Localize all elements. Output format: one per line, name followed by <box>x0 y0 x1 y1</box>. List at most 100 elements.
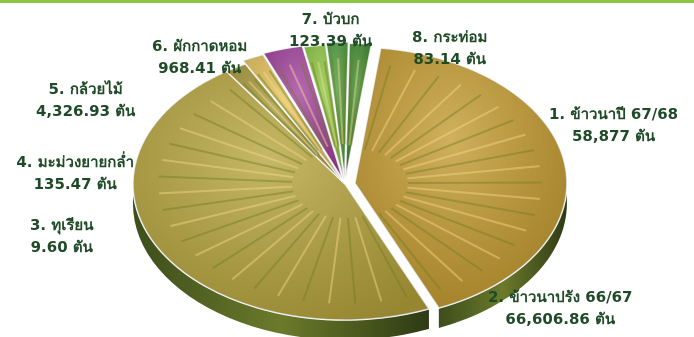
texture-stroke <box>354 217 383 302</box>
texture-stroke <box>262 71 321 151</box>
texture-stroke <box>403 133 526 171</box>
texture-stroke <box>390 207 483 272</box>
texture-stroke <box>195 203 303 257</box>
pie-slice-shading <box>242 54 343 181</box>
texture-stroke <box>248 80 319 156</box>
pennywort-icon <box>330 58 346 145</box>
texture-stroke <box>346 59 354 146</box>
texture-stroke <box>390 94 482 159</box>
slice-side-rice-ears <box>438 183 567 329</box>
texture-stroke <box>346 217 357 304</box>
texture-stroke <box>169 142 296 174</box>
texture-stroke <box>158 175 293 183</box>
texture-stroke <box>212 207 308 270</box>
texture-stroke <box>193 113 303 165</box>
texture-stroke <box>158 185 293 195</box>
texture-stroke <box>395 203 501 260</box>
texture-stroke <box>399 199 515 247</box>
texture-stroke <box>407 165 540 180</box>
slice-label-value: 123.39 ตัน <box>289 32 373 50</box>
texture-stroke <box>302 216 335 301</box>
pie-slice-shading <box>345 43 372 180</box>
texture-stroke <box>384 83 462 156</box>
top-accent-rule <box>0 0 694 3</box>
lettuce-icon <box>310 61 340 148</box>
texture-stroke <box>317 61 338 147</box>
texture-stroke <box>300 62 332 147</box>
pie-slice-shading <box>354 48 567 309</box>
texture-stroke <box>162 158 294 179</box>
texture-stroke <box>288 64 329 148</box>
texture-stroke <box>179 127 299 170</box>
slice-label-value: 968.41 ตัน <box>158 59 242 77</box>
orchid-icon <box>277 62 332 148</box>
slice-label-lettuce: 6. ผักกาดหอม 968.41 ตัน <box>152 35 247 79</box>
texture-stroke <box>399 119 514 167</box>
texture-stroke <box>310 62 336 148</box>
rice-field-icon <box>158 88 408 304</box>
texture-stroke <box>363 65 392 151</box>
texture-stroke <box>350 60 367 146</box>
texture-stroke <box>330 58 342 145</box>
slice-label-value: 4,326.93 ตัน <box>36 102 136 120</box>
slice-label-name: 6. ผักกาดหอม <box>152 37 248 55</box>
pie-slice-shading <box>226 63 345 184</box>
slice-label-kratom: 8. กระท่อม 83.14 ตัน <box>412 26 487 70</box>
slice-label-name: 4. มะม่วงยายกล่ำ <box>16 153 134 171</box>
texture-stroke <box>162 190 294 211</box>
texture-stroke <box>403 195 527 232</box>
texture-stroke <box>277 215 327 297</box>
texture-stroke <box>405 149 535 175</box>
rice-ears-icon <box>363 65 542 291</box>
slice-label-rice-in-season: 1. ข้าวนาปี 67/68 58,877 ตัน <box>549 103 678 147</box>
slice-label-name: 2. ข้าวนาปรัง 66/67 <box>488 288 633 306</box>
slice-label-value: 66,606.86 ตัน <box>505 310 616 328</box>
texture-stroke <box>277 66 326 148</box>
texture-stroke <box>253 213 320 290</box>
texture-stroke <box>231 210 314 281</box>
texture-stroke <box>180 199 299 243</box>
slice-side-rice-field <box>133 184 429 337</box>
pie-marks <box>132 41 568 337</box>
texture-stroke <box>323 61 340 147</box>
texture-stroke <box>395 105 499 163</box>
texture-stroke <box>170 194 296 228</box>
slice-label-name: 3. ทุเรียน <box>30 216 94 234</box>
slice-label-value: 135.47 ตัน <box>33 175 117 193</box>
pie-slice-shading <box>263 45 343 180</box>
texture-stroke <box>348 59 360 146</box>
slice-label-durian: 3. ทุเรียน 9.60 ตัน <box>30 214 93 258</box>
texture-stroke <box>384 210 463 282</box>
slice-label-mango: 4. มะม่วงยายกล่ำ 135.47 ตัน <box>16 151 134 195</box>
slice-label-value: 83.14 ตัน <box>413 50 486 68</box>
slice-label-pennywort: 7. บัวบก 123.39 ตัน <box>289 8 372 52</box>
slice-label-value: 58,877 ตัน <box>572 127 656 145</box>
mango-icon <box>256 70 323 152</box>
slice-label-name: 1. ข้าวนาปี 67/68 <box>549 105 679 123</box>
texture-stroke <box>361 215 408 298</box>
kratom-leaf-icon <box>346 59 367 146</box>
slice-label-value: 9.60 ตัน <box>30 238 93 256</box>
texture-stroke <box>256 73 320 152</box>
slice-label-orchid: 5. กล้วยไม้ 4,326.93 ตัน <box>36 78 135 122</box>
texture-stroke <box>268 70 323 150</box>
slice-label-name: 5. กล้วยไม้ <box>48 80 123 98</box>
texture-stroke <box>407 186 540 200</box>
pie-slice-shading <box>303 44 345 181</box>
texture-stroke <box>328 217 342 304</box>
texture-stroke <box>229 88 313 158</box>
texture-stroke <box>371 69 416 152</box>
slice-label-rice-off-season: 2. ข้าวนาปรัง 66/67 66,606.86 ตัน <box>488 286 633 330</box>
texture-stroke <box>378 212 442 291</box>
slice-label-name: 8. กระท่อม <box>412 28 488 46</box>
texture-stroke <box>405 191 535 217</box>
slice-label-name: 7. บัวบก <box>301 10 360 28</box>
pie-slice-shading <box>326 42 349 179</box>
texture-stroke <box>242 82 317 157</box>
texture-stroke <box>377 75 440 154</box>
texture-stroke <box>337 58 344 145</box>
durian-icon <box>242 78 321 157</box>
texture-stroke <box>210 100 308 162</box>
texture-stroke <box>253 78 321 155</box>
